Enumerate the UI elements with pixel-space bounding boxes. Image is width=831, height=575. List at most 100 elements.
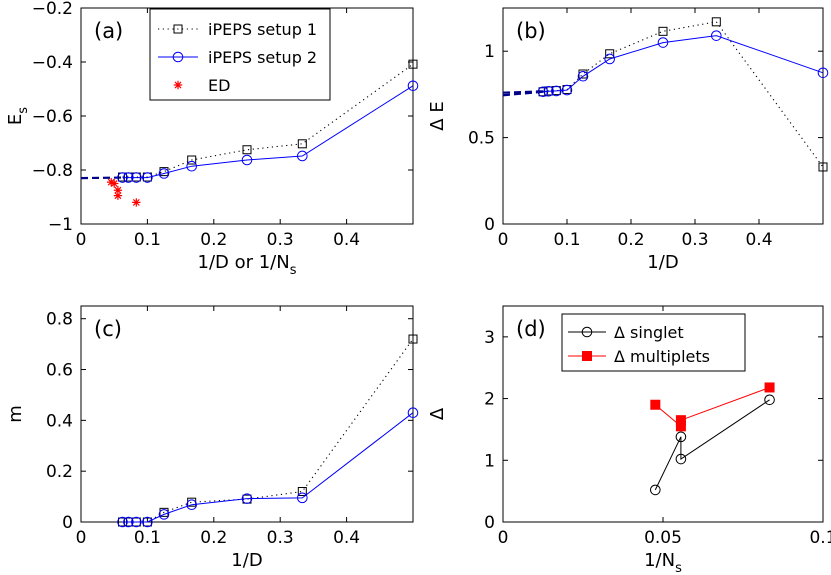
data-point-ipeps-setup-2	[711, 30, 722, 41]
legend: iPEPS setup 1 iPEPS setup 2 ED	[149, 8, 331, 101]
legend-label-singlet: Δ singlet	[614, 323, 684, 342]
y-axis-label-subscript: s	[16, 107, 31, 114]
x-tick-label: 0.1	[134, 230, 161, 250]
data-point-singlet	[675, 431, 687, 443]
legend-label-ipeps-setup-1: iPEPS setup 1	[208, 20, 317, 39]
panel-a: 0 0.1 0.2 0.3 0.4 −1 −0.8 −0.6 −0.4 −0.2 1/D or 1/…	[5, 0, 419, 278]
data-point-ipeps-setup-1	[818, 162, 828, 172]
data-point-ipeps-setup-1	[408, 59, 418, 69]
series-line-singlet	[654, 399, 770, 491]
x-tick-label: 0.1	[134, 528, 161, 548]
x-tick-label: 0.3	[681, 230, 708, 250]
panel-label: (a)	[94, 19, 123, 43]
y-axis-label: Es	[5, 107, 31, 125]
data-point-ipeps-setup-2	[297, 492, 308, 504]
x-tick-label: 0	[76, 528, 87, 548]
data-point-ipeps-setup-1	[297, 487, 307, 497]
y-tick-label: −0.8	[32, 161, 73, 181]
y-tick-label: 0	[484, 215, 495, 235]
data-point-ipeps-setup-1	[187, 155, 197, 165]
panel-b: 0 0.1 0.2 0.3 0.4 0 0.5 1 1/D Δ E (b)	[427, 7, 829, 273]
y-tick-label: 0	[62, 513, 73, 533]
data-point-ipeps-setup-2	[186, 499, 197, 511]
legend-label-multiplets: Δ multiplets	[614, 347, 710, 366]
y-axis-label: m	[5, 405, 26, 423]
data-point-ed	[113, 191, 123, 200]
data-point-ipeps-setup-2	[131, 172, 142, 183]
data-point-ipeps-setup-2	[817, 67, 829, 79]
y-tick-label: 1	[484, 42, 495, 62]
y-axis-label: Δ	[427, 407, 448, 420]
data-point-ipeps-setup-2	[604, 53, 615, 65]
extrapolation-line	[80, 176, 123, 180]
data-point-ipeps-setup-2	[142, 172, 153, 183]
data-point-ipeps-setup-2	[241, 154, 253, 166]
y-tick-label: −0.4	[32, 53, 73, 73]
data-point-ipeps-setup-2	[537, 86, 549, 98]
data-point-ipeps-setup-2	[407, 80, 419, 92]
x-tick-label: 0.3	[267, 528, 294, 548]
y-tick-label: −1	[48, 215, 73, 235]
data-point-ipeps-setup-2	[241, 493, 253, 504]
data-point-ipeps-setup-2	[131, 516, 142, 528]
panel-label: (b)	[516, 19, 546, 43]
legend: Δ singlet Δ multiplets	[561, 313, 746, 372]
data-point-ed	[132, 198, 141, 207]
series-line-ipeps-setup-1	[122, 338, 414, 523]
y-tick-label: 0.5	[468, 129, 495, 149]
data-point-ipeps-setup-2	[561, 84, 573, 96]
x-tick-label: 0.3	[267, 230, 294, 250]
y-tick-label: 0.6	[46, 361, 73, 381]
legend-marker-ed	[173, 80, 183, 90]
y-tick-label: 2	[484, 390, 495, 410]
data-point-singlet	[650, 484, 661, 496]
x-tick-label: 0.05	[644, 528, 682, 548]
panel-d: 0 0.05 0.1 0 1 2 3 1/Ns Δ (d) Δ singlet Δ multiplet…	[427, 305, 831, 575]
data-point-multiplets	[675, 415, 686, 426]
x-axis-label-subscript: s	[675, 561, 682, 575]
data-point-ipeps-setup-2	[158, 168, 170, 179]
x-tick-label: 0.2	[200, 230, 227, 250]
data-point-ipeps-setup-2	[123, 172, 134, 183]
x-tick-label: 0.4	[333, 528, 360, 548]
data-point-ipeps-setup-1	[242, 145, 252, 155]
x-tick-label: 0.1	[553, 230, 580, 250]
plot-frame	[80, 305, 414, 523]
series-line-ipeps-setup-1	[542, 21, 824, 168]
data-point-ipeps-setup-1	[408, 334, 418, 344]
data-point-ipeps-setup-2	[543, 85, 554, 97]
y-tick-label: 3	[484, 328, 495, 348]
data-point-ed	[113, 186, 123, 195]
legend-marker-ipeps-setup-2	[172, 51, 184, 63]
y-axis-label: Δ E	[427, 101, 448, 130]
y-tick-label: 0	[484, 513, 495, 533]
data-point-ipeps-setup-1	[297, 139, 307, 149]
data-point-ipeps-setup-1	[658, 26, 668, 36]
x-tick-label: 0.1	[809, 528, 831, 548]
x-tick-label: 0.2	[200, 528, 227, 548]
legend-marker-ipeps-setup-1	[173, 24, 183, 34]
data-point-ipeps-setup-2	[657, 37, 669, 48]
x-tick-label: 0.4	[333, 230, 360, 250]
x-axis-label: 1/D or 1/Ns	[198, 252, 297, 278]
x-axis-label-subscript: s	[290, 263, 297, 278]
data-point-ed	[110, 179, 119, 188]
x-tick-label: 0	[498, 230, 509, 250]
y-tick-label: −0.2	[32, 0, 73, 19]
data-point-ipeps-setup-2	[577, 70, 589, 82]
data-point-ipeps-setup-1	[605, 49, 615, 59]
panel-label: (c)	[94, 317, 122, 341]
y-tick-label: 0.2	[46, 462, 73, 482]
data-point-ipeps-setup-2	[142, 516, 153, 528]
data-point-ipeps-setup-2	[117, 516, 128, 528]
x-tick-label: 0	[76, 230, 87, 250]
data-point-ed	[107, 177, 116, 187]
data-point-multiplets	[650, 399, 661, 410]
panel-c: 0 0.1 0.2 0.3 0.4 0 0.2 0.4 0.6 0.8 1/D m (c)	[5, 305, 419, 571]
plot-frame	[502, 7, 824, 225]
data-point-singlet	[764, 394, 775, 406]
data-point-ipeps-setup-2	[297, 150, 308, 162]
data-point-multiplets	[764, 382, 775, 393]
y-tick-label: 0.8	[46, 310, 73, 330]
